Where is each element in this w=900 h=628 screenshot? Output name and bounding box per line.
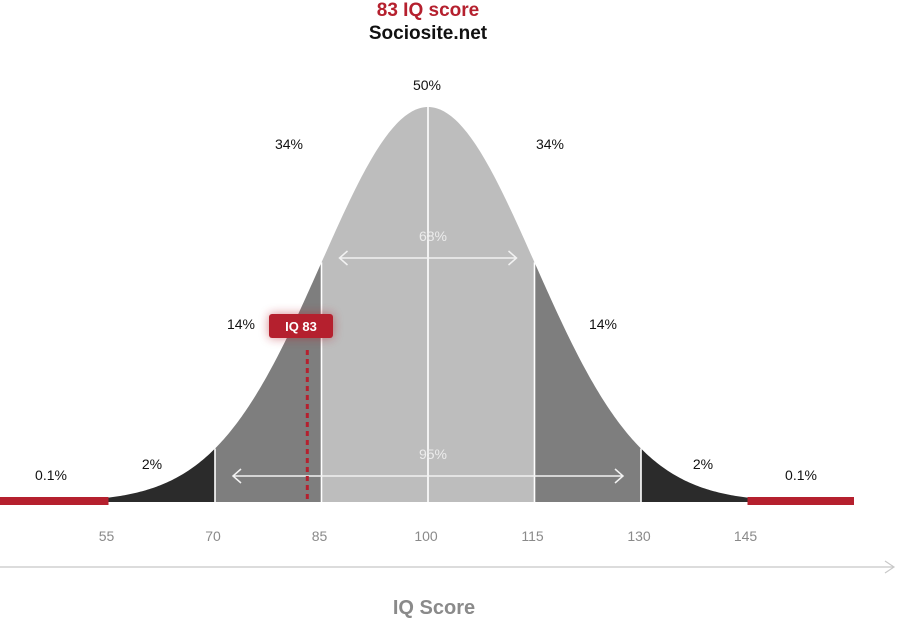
band-label-5: 14% <box>589 316 617 332</box>
x-axis-label: IQ Score <box>393 597 475 619</box>
band-area-2 <box>215 262 322 502</box>
band-tail-0 <box>0 497 109 505</box>
x-axis-arrow-icon <box>884 560 896 574</box>
x-tick-130: 130 <box>627 528 651 544</box>
sd-span-arrows: 68% 95% <box>231 228 625 484</box>
span-arrow-right-0 <box>508 250 518 266</box>
band-area-5 <box>534 262 641 502</box>
band-area-1 <box>108 448 215 502</box>
span-label-0: 68% <box>419 228 447 244</box>
span-arrow-right-1 <box>614 468 625 484</box>
chart-title: 83 IQ score <box>377 0 479 21</box>
peak-label: 50% <box>413 77 441 93</box>
band-dividers <box>214 107 642 502</box>
x-tick-85: 85 <box>312 528 328 544</box>
band-label-7: 0.1% <box>785 467 817 483</box>
x-tick-115: 115 <box>521 528 544 544</box>
marker-badge <box>269 314 333 338</box>
band-label-2: 14% <box>227 316 255 332</box>
band-tail-7 <box>747 497 854 505</box>
band-area-3 <box>321 107 428 502</box>
x-tick-70: 70 <box>205 528 221 544</box>
band-label-1: 2% <box>142 456 162 472</box>
band-label-4: 34% <box>536 136 564 152</box>
span-label-1: 95% <box>419 446 447 462</box>
x-axis-ticks: 55 70 85 100 115 130 145 <box>99 528 758 544</box>
span-arrow-left-1 <box>231 468 242 484</box>
iq-marker: IQ 83 <box>269 314 333 502</box>
x-tick-100: 100 <box>414 528 438 544</box>
band-area-6 <box>641 448 748 502</box>
band-label-3: 34% <box>275 136 303 152</box>
band-percent-labels: 0.1% 2% 14% 34% 34% 14% 2% 0.1% 50% <box>35 77 817 483</box>
band-label-6: 2% <box>693 456 713 472</box>
band-label-0: 0.1% <box>35 467 67 483</box>
marker-label: IQ 83 <box>285 319 317 334</box>
chart-subtitle: Sociosite.net <box>369 23 488 44</box>
band-area-4 <box>428 107 535 502</box>
x-tick-145: 145 <box>734 528 758 544</box>
span-arrow-left-0 <box>338 250 348 266</box>
x-tick-55: 55 <box>99 528 115 544</box>
